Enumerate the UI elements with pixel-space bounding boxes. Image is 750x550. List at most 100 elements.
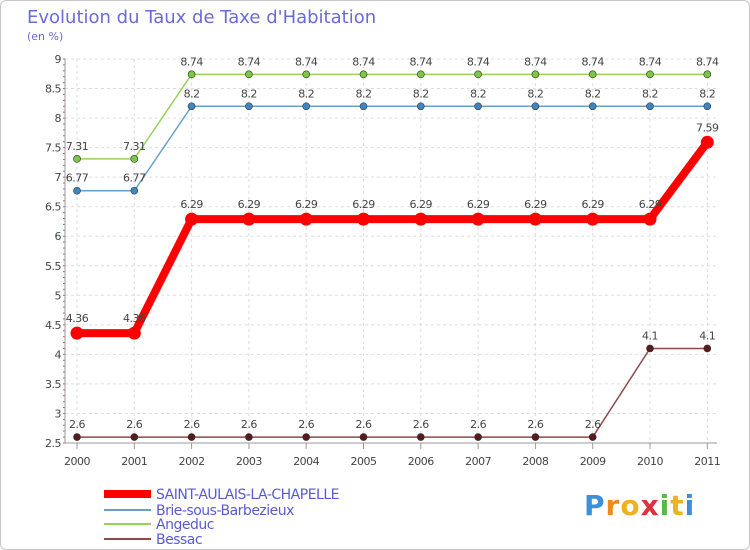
- data-point-saint-aulais-la-chapelle: [643, 212, 657, 226]
- data-point-bessac: [474, 433, 482, 441]
- data-point-bessac: [646, 344, 654, 353]
- data-label-brie-sous-barbezieux: 8.2: [298, 87, 314, 100]
- y-tick-label: 3: [55, 407, 62, 420]
- logo-letter: P: [584, 489, 606, 522]
- grid: [65, 58, 717, 444]
- data-point-bessac: [531, 433, 540, 441]
- data-label-saint-aulais-la-chapelle: 4.36: [66, 312, 89, 325]
- y-tick-label: 6.5: [45, 201, 61, 214]
- data-label-saint-aulais-la-chapelle: 4.36: [123, 312, 146, 325]
- data-label-brie-sous-barbezieux: 6.77: [66, 172, 89, 185]
- data-point-brie-sous-barbezieux: [245, 102, 253, 111]
- logo-letter: i: [659, 489, 671, 522]
- x-tick-label: 2005: [351, 455, 377, 468]
- data-point-angeduc: [416, 70, 425, 79]
- data-label-angeduc: 8.74: [295, 55, 318, 68]
- logo-letter: i: [684, 489, 696, 522]
- data-point-saint-aulais-la-chapelle: [70, 326, 84, 340]
- y-tick-label: 8.5: [45, 83, 61, 96]
- y-tick-label: 6: [55, 230, 62, 243]
- data-label-saint-aulais-la-chapelle: 6.29: [410, 198, 433, 211]
- data-point-brie-sous-barbezieux: [302, 102, 311, 111]
- data-point-brie-sous-barbezieux: [416, 102, 425, 111]
- data-label-saint-aulais-la-chapelle: 6.29: [581, 198, 604, 211]
- x-tick-label: 2006: [408, 455, 434, 468]
- y-tick-label: 9: [55, 53, 62, 66]
- data-point-saint-aulais-la-chapelle: [414, 212, 428, 226]
- x-tick-label: 2002: [179, 455, 205, 468]
- logo-letter: o: [620, 489, 641, 522]
- y-tick-label: 4.5: [45, 319, 61, 332]
- data-label-saint-aulais-la-chapelle: 7.59: [696, 121, 719, 134]
- data-label-brie-sous-barbezieux: 8.2: [642, 87, 658, 100]
- data-point-angeduc: [359, 70, 368, 79]
- data-label-saint-aulais-la-chapelle: 6.29: [639, 198, 662, 211]
- x-tick-label: 2004: [293, 455, 319, 468]
- data-label-brie-sous-barbezieux: 8.2: [356, 87, 372, 100]
- data-label-angeduc: 8.74: [352, 55, 375, 68]
- legend-label: Brie-sous-Barbezieux: [156, 503, 294, 519]
- y-tick-label: 3.5: [45, 378, 61, 391]
- proxiti-logo: Proxiti: [584, 489, 695, 522]
- data-label-angeduc: 8.74: [238, 55, 261, 68]
- data-point-saint-aulais-la-chapelle: [299, 212, 313, 226]
- data-point-brie-sous-barbezieux: [359, 102, 368, 111]
- x-tick-label: 2010: [637, 455, 663, 468]
- y-tick-label: 5: [55, 289, 62, 302]
- data-point-brie-sous-barbezieux: [703, 102, 712, 111]
- data-point-brie-sous-barbezieux: [73, 186, 81, 195]
- data-point-bessac: [187, 433, 196, 441]
- legend: SAINT-AULAIS-LA-CHAPELLEBrie-sous-Barbez…: [104, 487, 339, 548]
- series-line-angeduc: [76, 73, 709, 160]
- data-label-bessac: 2.6: [356, 418, 372, 431]
- data-point-saint-aulais-la-chapelle: [586, 212, 600, 226]
- data-point-angeduc: [73, 155, 81, 163]
- series-line-bessac: [76, 347, 709, 438]
- data-label-angeduc: 8.74: [639, 55, 662, 68]
- data-label-bessac: 2.6: [585, 418, 601, 431]
- data-label-angeduc: 7.31: [66, 140, 89, 153]
- data-point-brie-sous-barbezieux: [474, 102, 482, 111]
- y-tick-label: 5.5: [45, 260, 61, 273]
- x-tick-label: 2008: [522, 455, 548, 468]
- legend-label: Bessac: [156, 532, 202, 548]
- data-point-saint-aulais-la-chapelle: [471, 212, 485, 226]
- x-tick-label: 2009: [580, 455, 606, 468]
- data-point-bessac: [130, 433, 139, 441]
- data-point-angeduc: [187, 70, 196, 79]
- data-point-saint-aulais-la-chapelle: [185, 212, 199, 226]
- y-tick-label: 7.5: [45, 142, 61, 155]
- data-label-bessac: 4.1: [642, 329, 658, 342]
- data-point-saint-aulais-la-chapelle: [127, 326, 141, 340]
- legend-label: SAINT-AULAIS-LA-CHAPELLE: [156, 487, 339, 503]
- data-point-angeduc: [646, 70, 654, 79]
- x-tick-label: 2003: [236, 455, 262, 468]
- data-label-saint-aulais-la-chapelle: 6.29: [238, 198, 261, 211]
- data-label-bessac: 2.6: [470, 418, 486, 431]
- data-label-bessac: 2.6: [241, 418, 257, 431]
- data-point-bessac: [302, 433, 311, 441]
- data-point-bessac: [359, 433, 368, 441]
- data-point-bessac: [416, 433, 425, 441]
- x-tick-label: 2011: [694, 455, 720, 468]
- data-point-bessac: [588, 433, 597, 441]
- data-label-bessac: 2.6: [184, 418, 200, 431]
- data-point-brie-sous-barbezieux: [130, 186, 139, 195]
- data-point-saint-aulais-la-chapelle: [242, 212, 256, 226]
- axes: 2.5 3 3.5 4 4.5 5 5.5 6 6.5 7 7.5 8 8.5 9 2000 2001 2002…: [45, 53, 721, 468]
- y-tick-label: 7: [55, 171, 62, 184]
- x-tick-label: 2007: [465, 455, 491, 468]
- chart-subtitle: (en %): [27, 30, 64, 43]
- data-point-saint-aulais-la-chapelle: [357, 212, 370, 226]
- data-label-angeduc: 7.31: [123, 140, 146, 153]
- legend-label: Angeduc: [156, 517, 214, 533]
- logo-letter: r: [605, 489, 621, 522]
- data-label-brie-sous-barbezieux: 8.2: [184, 87, 200, 100]
- data-point-bessac: [703, 344, 712, 353]
- series-line-saint-aulais-la-chapelle: [73, 138, 712, 338]
- data-label-angeduc: 8.74: [410, 55, 433, 68]
- series-line-brie-sous-barbezieux: [76, 105, 709, 192]
- data-label-brie-sous-barbezieux: 8.2: [241, 87, 257, 100]
